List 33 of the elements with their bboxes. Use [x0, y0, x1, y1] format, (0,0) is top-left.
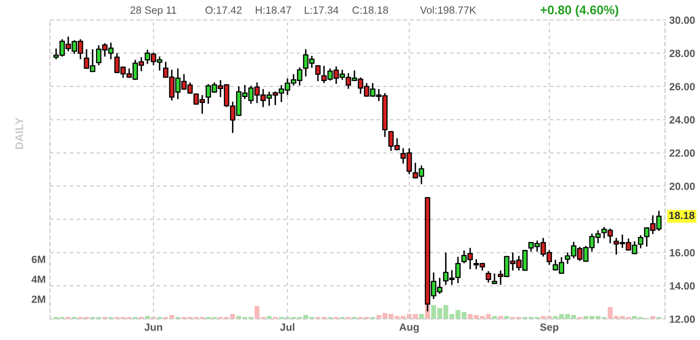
bar	[498, 316, 504, 319]
y-tick-label: 28.00	[670, 50, 695, 58]
y2-tick-label: 2M	[32, 296, 46, 303]
bar	[650, 316, 656, 319]
y-tick-label: 20.00	[670, 182, 695, 190]
y-tick-label: 14.00	[670, 282, 695, 290]
text: 18.18	[669, 212, 694, 220]
y-tick-label: 30.00	[669, 16, 695, 24]
candlestick	[492, 273, 498, 284]
text: L:17.34	[304, 6, 338, 14]
y-tick-label: 16.00	[670, 249, 695, 256]
text: +0.80 (4.60%)	[540, 5, 618, 17]
candlestick	[315, 65, 321, 82]
bar	[504, 316, 510, 319]
bar	[492, 316, 497, 319]
text: C:18.18	[352, 6, 388, 14]
text: Vol:198.77K	[420, 6, 476, 14]
y2-tick-label: 6M	[32, 256, 46, 264]
text: O:17.42	[205, 6, 242, 14]
x-tick-label: Jun	[144, 324, 162, 331]
y2-tick-label: 4M	[32, 276, 46, 283]
text: 28 Sep 11	[130, 6, 176, 16]
y-tick-label: 24.00	[670, 116, 695, 124]
y-tick-label: 26.00	[670, 82, 695, 90]
x-tick-label: Jul	[280, 323, 294, 331]
bar	[144, 316, 150, 319]
y-tick-label: 12.00	[670, 316, 695, 323]
y-tick-label: 22.00	[670, 149, 695, 157]
bar	[419, 314, 424, 319]
x-tick-label: Sep	[540, 323, 558, 333]
text: H:18.47	[256, 6, 291, 14]
candlestick	[486, 271, 492, 282]
x-tick-label: Aug	[399, 324, 419, 333]
